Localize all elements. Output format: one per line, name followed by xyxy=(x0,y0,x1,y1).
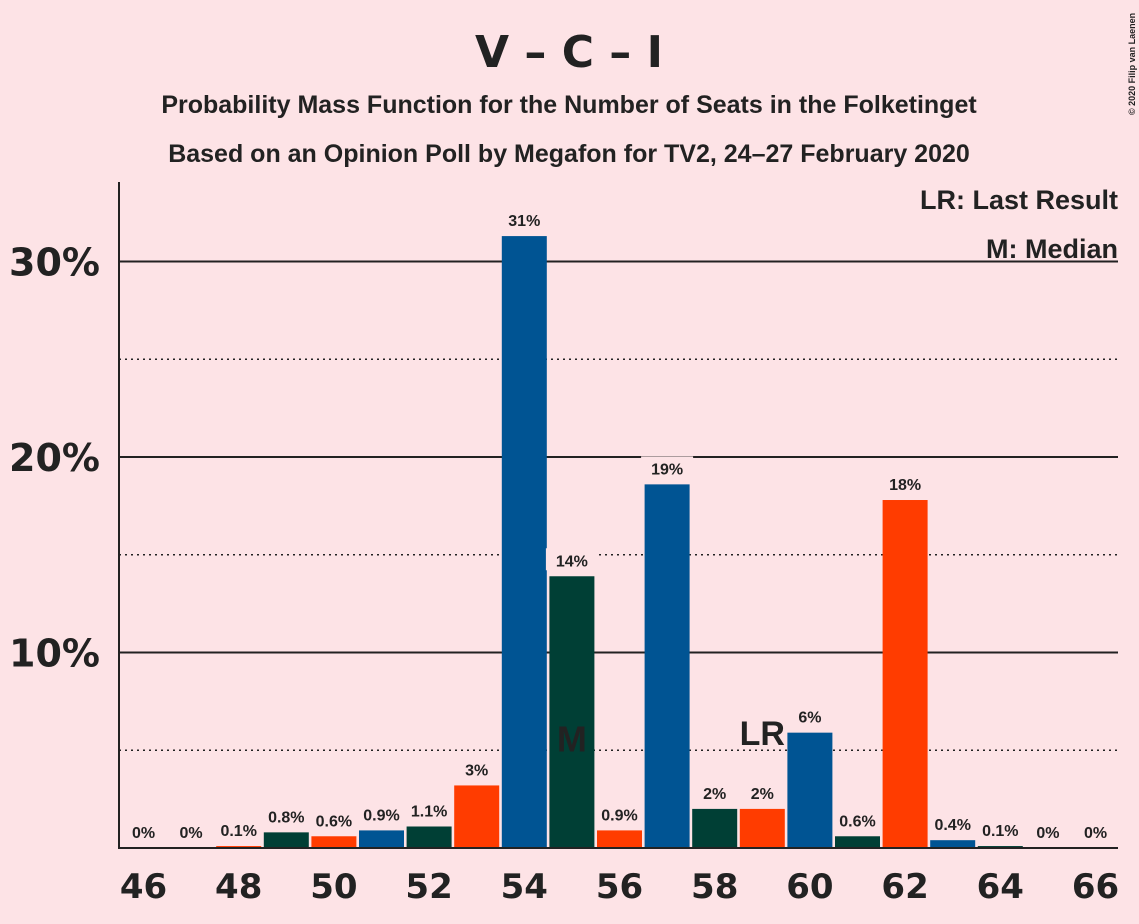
x-tick-label: 46 xyxy=(120,867,167,907)
bar-55 xyxy=(549,576,595,848)
bar-label-48: 0.1% xyxy=(220,823,256,840)
bar-label-66: 0% xyxy=(1084,825,1107,842)
y-tick-label: 20% xyxy=(9,436,100,480)
label-backdrop xyxy=(545,548,598,571)
bar-56 xyxy=(597,830,642,848)
x-tick-label: 60 xyxy=(786,867,833,907)
bar-58 xyxy=(692,808,738,848)
bar-label-54: 31% xyxy=(508,213,540,230)
y-tick-label: 10% xyxy=(9,632,100,676)
copyright-note: © 2020 Filip van Laenen xyxy=(1127,13,1137,115)
bar-60 xyxy=(787,732,833,848)
bar-label-46: 0% xyxy=(132,825,155,842)
bar-label-51: 0.9% xyxy=(363,807,399,824)
grid-lines xyxy=(119,260,1118,751)
bar-label-59: 2% xyxy=(751,786,774,803)
bar-57 xyxy=(644,484,690,848)
bar-label-53: 3% xyxy=(465,762,488,779)
bar-61 xyxy=(835,836,880,848)
legend-last-result: LR: Last Result xyxy=(920,185,1118,215)
chart-subtitle-1: Probability Mass Function for the Number… xyxy=(161,91,977,119)
bar-54 xyxy=(501,236,547,848)
bar-label-61: 0.6% xyxy=(839,813,875,830)
bar-label-64: 0.1% xyxy=(982,823,1018,840)
data-labels: 0% 0% 0.1% 0.8% 0.6% 0.9% 1.1% 3% 31% 14% 0.9% 19% 2… xyxy=(132,208,1107,842)
bar-label-60: 6% xyxy=(798,710,821,727)
x-tick-labels: 46 48 50 52 54 56 58 60 62 64 66 xyxy=(120,867,1119,907)
chart-title: V – C – I xyxy=(475,27,663,78)
last-result-marker: LR xyxy=(740,715,785,753)
bar-59 xyxy=(739,808,785,848)
x-tick-label: 52 xyxy=(405,867,452,907)
bar-53 xyxy=(454,785,500,848)
x-tick-label: 54 xyxy=(501,867,548,907)
legend-median: M: Median xyxy=(986,234,1118,264)
median-marker: M xyxy=(557,718,587,759)
x-tick-label: 58 xyxy=(691,867,738,907)
bar-label-50: 0.6% xyxy=(316,813,352,830)
x-tick-label: 56 xyxy=(596,867,643,907)
chart-subtitle-2: Based on an Opinion Poll by Megafon for … xyxy=(168,140,970,168)
bar-63 xyxy=(930,840,976,848)
label-backdrop xyxy=(879,472,932,495)
markers: M LR xyxy=(557,715,785,759)
bar-label-62: 18% xyxy=(889,477,921,494)
bar-label-47: 0% xyxy=(180,825,203,842)
bar-51 xyxy=(359,830,404,848)
bar-label-63: 0.4% xyxy=(934,817,970,834)
label-backdrop xyxy=(498,208,551,231)
x-tick-label: 48 xyxy=(215,867,262,907)
y-tick-labels: 10% 20% 30% xyxy=(9,241,100,676)
bar-62 xyxy=(882,500,928,848)
bar-49 xyxy=(263,832,309,848)
bar-label-58: 2% xyxy=(703,786,726,803)
bar-label-49: 0.8% xyxy=(268,809,304,826)
x-tick-label: 50 xyxy=(310,867,357,907)
y-tick-label: 30% xyxy=(9,241,100,285)
label-backdrop xyxy=(641,456,694,479)
bar-label-56: 0.9% xyxy=(601,807,637,824)
x-tick-label: 62 xyxy=(881,867,928,907)
bar-label-52: 1.1% xyxy=(411,803,447,820)
bar-label-57: 19% xyxy=(651,461,683,478)
x-tick-label: 66 xyxy=(1072,867,1119,907)
bar-label-55: 14% xyxy=(556,553,588,570)
x-tick-label: 64 xyxy=(977,867,1024,907)
bars xyxy=(216,236,1023,848)
bar-label-65: 0% xyxy=(1036,825,1059,842)
bar-50 xyxy=(311,836,357,848)
bar-52 xyxy=(406,826,452,848)
